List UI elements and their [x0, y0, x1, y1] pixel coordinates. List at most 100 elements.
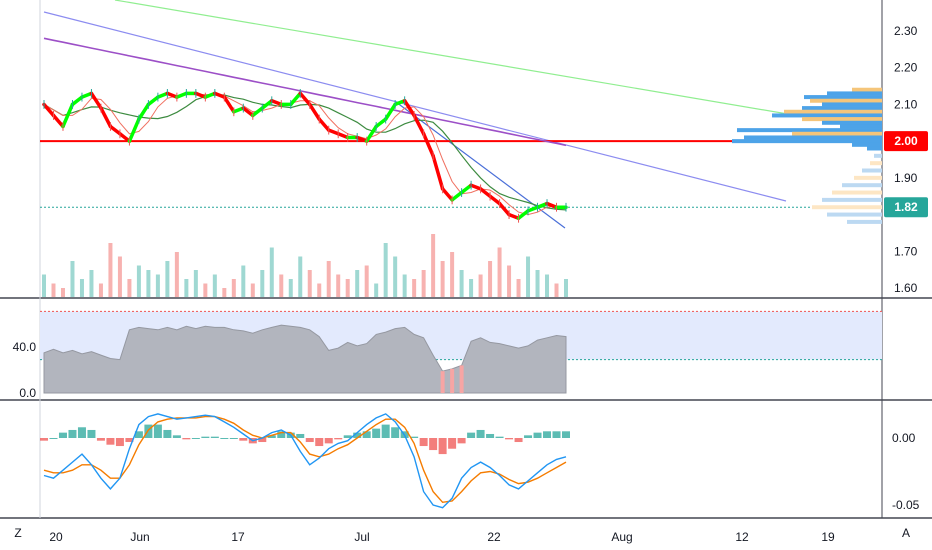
macd-histogram-bar: [429, 438, 438, 451]
volume-bar: [250, 283, 255, 297]
price-segment: [412, 113, 426, 136]
macd-histogram-bar: [543, 431, 552, 438]
oscillator-low-bar: [450, 368, 455, 393]
timezone-button[interactable]: Z: [14, 526, 21, 540]
macd-histogram-bar: [305, 438, 314, 443]
price-segment: [70, 95, 84, 107]
volume-bar: [307, 270, 312, 297]
time-axis-tick: 12: [735, 530, 749, 544]
macd-signal-line: [43, 415, 567, 504]
macd-histogram-bar: [77, 427, 86, 438]
time-axis-tick: Jun: [130, 530, 149, 544]
price-axis-tick: 1.70: [894, 244, 918, 258]
volume-bar: [526, 256, 531, 297]
price-segment: [383, 102, 397, 121]
macd-histogram-bar: [419, 438, 428, 447]
ma-green-line: [43, 94, 567, 211]
macd-histogram-bar: [410, 436, 419, 438]
macd-histogram-bar: [552, 431, 561, 438]
price-segment: [260, 99, 274, 110]
volume-bar: [402, 274, 407, 297]
macd-histogram-bar: [182, 438, 191, 440]
volume-profile-bar: [810, 98, 882, 103]
price-segment: [137, 102, 151, 121]
price-segment: [431, 154, 445, 191]
volume-profile-bar: [827, 91, 882, 96]
oscillator-axis-tick: 0.0: [19, 386, 36, 400]
price-segment: [421, 132, 435, 158]
blue-trendline[interactable]: [43, 11, 787, 202]
volume-profile-bar: [737, 128, 882, 133]
volume-bar: [497, 247, 502, 297]
volume-bar: [60, 288, 65, 297]
time-axis-tick: Aug: [611, 530, 632, 544]
volume-bar: [70, 261, 75, 297]
price-segment: [127, 117, 141, 143]
volume-profile-bar: [832, 190, 882, 195]
price-segment: [307, 102, 321, 121]
volume-bar: [317, 283, 322, 297]
price-segment: [516, 209, 530, 220]
volume-bar: [155, 274, 160, 297]
volume-profile-bar: [792, 131, 882, 136]
macd-histogram-bar: [334, 438, 343, 440]
timezone-button-label[interactable]: Z: [14, 526, 21, 540]
macd-histogram-bar: [505, 438, 514, 440]
macd-histogram-bar: [381, 424, 390, 438]
price-axis-tick: 1.90: [894, 171, 918, 185]
macd-histogram-bar: [391, 427, 400, 438]
volume-profile-bar: [802, 117, 882, 122]
volume-profile-bar: [744, 135, 882, 140]
macd-histogram-bar: [372, 428, 381, 438]
volume-bar: [241, 265, 246, 297]
macd-histogram-bar: [49, 438, 58, 439]
price-segment: [364, 124, 378, 143]
macd-histogram-bar: [239, 438, 248, 441]
volume-bar: [136, 265, 141, 297]
macd-histogram-bar: [315, 438, 324, 447]
volume-bar: [79, 279, 84, 297]
price-tag-label: 1.82: [894, 200, 918, 214]
macd-histogram-bar: [229, 438, 238, 439]
volume-bar: [516, 279, 521, 297]
volume-bar: [42, 274, 46, 297]
macd-histogram-bar: [106, 438, 115, 445]
price-segment: [298, 91, 312, 107]
volume-bar: [98, 283, 103, 297]
macd-histogram-bar: [353, 432, 362, 438]
volume-bar: [203, 283, 208, 297]
volume-profile: [732, 87, 882, 224]
price-axis-tick: 2.30: [894, 24, 918, 38]
auto-scale-button[interactable]: A: [902, 526, 910, 540]
price-segment: [440, 187, 454, 202]
time-axis-tick: Jul: [354, 530, 369, 544]
price-segment: [478, 187, 492, 198]
volume-bar: [554, 283, 559, 297]
macd-histogram-bar: [524, 435, 533, 438]
volume-profile-bar: [854, 175, 882, 180]
volume-profile-bar: [802, 106, 882, 111]
price-segment: [241, 106, 255, 118]
volume-bar: [326, 261, 331, 297]
volume-bar: [355, 270, 360, 297]
macd-histogram-bar: [220, 438, 229, 439]
macd-histogram-bar: [144, 424, 153, 438]
price-axis-tick: 2.20: [894, 61, 918, 75]
volume-bar: [212, 274, 217, 297]
green-trendline[interactable]: [114, 0, 883, 131]
macd-histogram-bar: [277, 431, 286, 438]
macd-histogram-bar: [58, 432, 67, 438]
macd-histogram-bar: [163, 429, 172, 438]
macd-axis-tick: 0.00: [892, 431, 916, 445]
price-segment: [488, 194, 502, 206]
oscillator-low-bar: [459, 365, 464, 393]
volume-bar: [421, 270, 426, 297]
macd-histogram-bar: [362, 431, 371, 438]
price-segment: [222, 95, 236, 114]
macd-histogram-bar: [191, 438, 200, 439]
auto-scale-button-label[interactable]: A: [902, 526, 910, 540]
macd-histogram-bar: [96, 438, 105, 441]
price-segment: [289, 91, 303, 107]
price-axis-tick: 1.60: [894, 281, 918, 295]
